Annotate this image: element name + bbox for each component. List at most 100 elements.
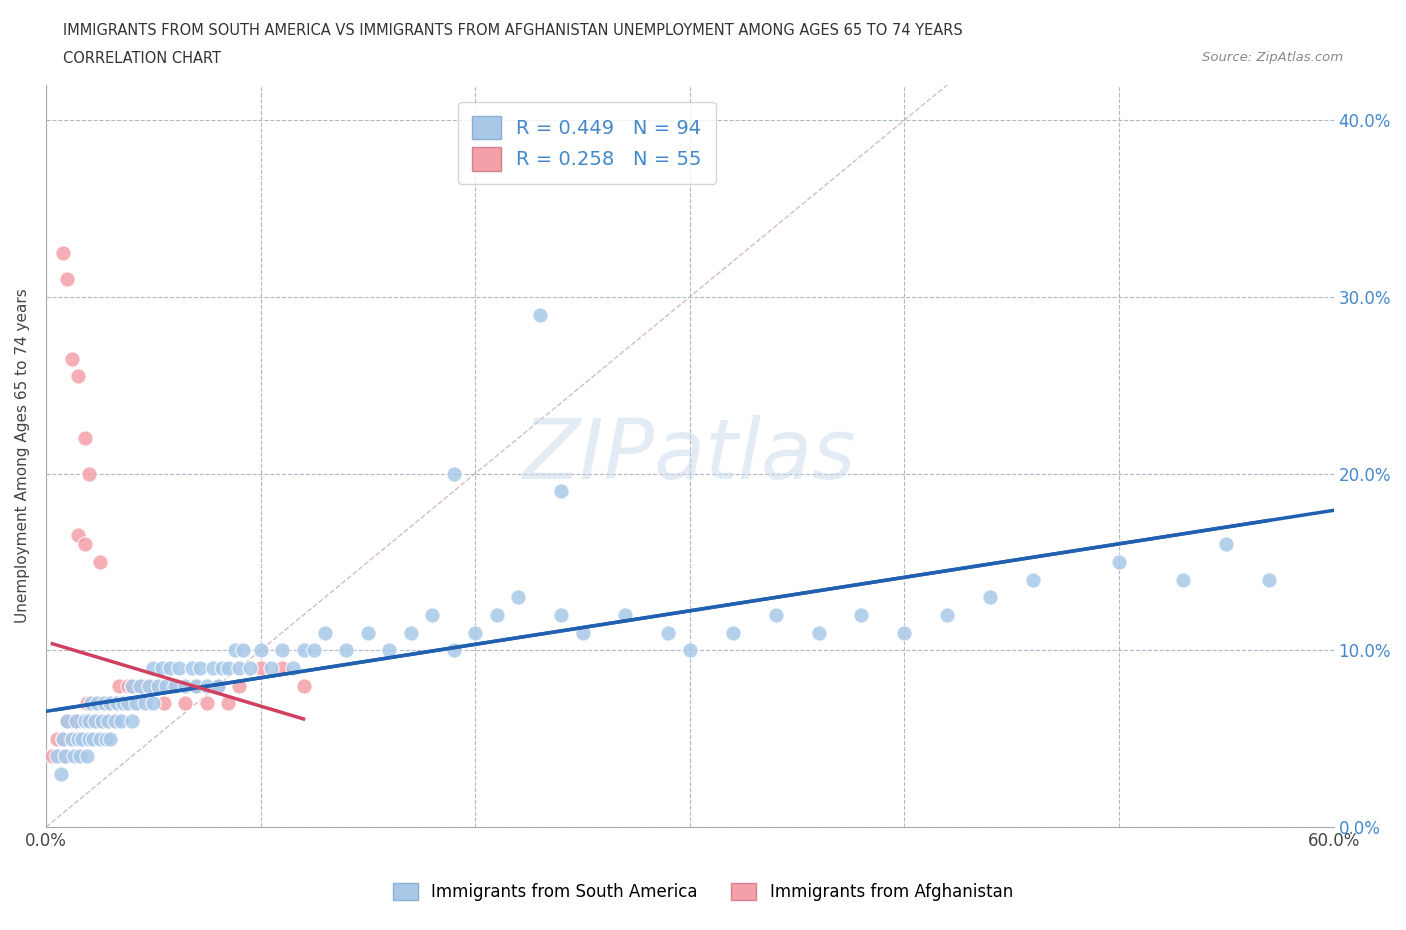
Point: [112, 696, 135, 711]
Point: [228, 678, 250, 693]
Point: [53, 749, 76, 764]
Point: [89, 696, 111, 711]
Point: [155, 678, 177, 693]
Point: [45, 731, 67, 746]
Point: [60, 731, 83, 746]
Point: [292, 643, 315, 658]
Point: [399, 625, 422, 640]
Point: [104, 713, 127, 728]
Point: [121, 713, 143, 728]
Point: [571, 625, 593, 640]
Point: [82, 731, 104, 746]
Point: [202, 660, 225, 675]
Point: [125, 696, 148, 711]
Point: [550, 607, 572, 622]
Point: [89, 731, 111, 746]
Point: [49, 766, 72, 781]
Point: [207, 678, 229, 693]
Point: [117, 696, 139, 711]
Point: [807, 625, 830, 640]
Point: [52, 731, 75, 746]
Point: [45, 749, 67, 764]
Point: [134, 696, 156, 711]
Point: [239, 660, 262, 675]
Point: [485, 607, 508, 622]
Point: [228, 660, 250, 675]
Point: [174, 696, 197, 711]
Point: [98, 696, 121, 711]
Point: [174, 678, 197, 693]
Point: [69, 713, 91, 728]
Point: [190, 660, 212, 675]
Point: [105, 696, 128, 711]
Point: [110, 696, 132, 711]
Point: [80, 696, 103, 711]
Point: [550, 484, 572, 498]
Point: [82, 713, 104, 728]
Legend: Immigrants from South America, Immigrants from Afghanistan: Immigrants from South America, Immigrant…: [387, 876, 1019, 908]
Point: [529, 307, 551, 322]
Point: [195, 696, 218, 711]
Point: [80, 696, 103, 711]
Text: IMMIGRANTS FROM SOUTH AMERICA VS IMMIGRANTS FROM AFGHANISTAN UNEMPLOYMENT AMONG : IMMIGRANTS FROM SOUTH AMERICA VS IMMIGRA…: [63, 23, 963, 38]
Point: [232, 643, 254, 658]
Point: [65, 713, 87, 728]
Point: [142, 678, 165, 693]
Point: [94, 713, 117, 728]
Text: CORRELATION CHART: CORRELATION CHART: [63, 51, 221, 66]
Point: [186, 678, 208, 693]
Point: [73, 713, 96, 728]
Point: [851, 607, 873, 622]
Point: [150, 660, 173, 675]
Point: [67, 731, 90, 746]
Point: [893, 625, 915, 640]
Point: [159, 660, 181, 675]
Point: [73, 431, 96, 445]
Point: [1173, 572, 1195, 587]
Point: [121, 678, 143, 693]
Point: [117, 678, 139, 693]
Point: [67, 731, 90, 746]
Point: [76, 696, 98, 711]
Legend: R = 0.449   N = 94, R = 0.258   N = 55: R = 0.449 N = 94, R = 0.258 N = 55: [458, 102, 716, 184]
Point: [97, 713, 120, 728]
Y-axis label: Unemployment Among Ages 65 to 74 years: Unemployment Among Ages 65 to 74 years: [15, 288, 30, 623]
Point: [217, 660, 239, 675]
Point: [84, 713, 107, 728]
Point: [56, 713, 79, 728]
Point: [125, 696, 148, 711]
Point: [67, 528, 90, 543]
Point: [72, 731, 94, 746]
Point: [249, 660, 271, 675]
Point: [1258, 572, 1281, 587]
Point: [105, 696, 128, 711]
Point: [63, 731, 86, 746]
Point: [53, 749, 76, 764]
Point: [77, 466, 100, 481]
Point: [131, 678, 153, 693]
Point: [41, 749, 63, 764]
Point: [163, 678, 186, 693]
Point: [443, 466, 465, 481]
Point: [98, 731, 121, 746]
Point: [679, 643, 702, 658]
Point: [508, 590, 530, 604]
Point: [52, 246, 75, 260]
Point: [121, 678, 143, 693]
Point: [1022, 572, 1045, 587]
Point: [108, 678, 131, 693]
Point: [224, 643, 246, 658]
Point: [73, 713, 96, 728]
Point: [77, 731, 100, 746]
Point: [936, 607, 959, 622]
Point: [52, 731, 75, 746]
Point: [77, 713, 100, 728]
Point: [271, 643, 294, 658]
Point: [271, 660, 294, 675]
Point: [1215, 537, 1237, 551]
Point: [49, 749, 72, 764]
Point: [90, 713, 112, 728]
Point: [101, 696, 124, 711]
Point: [260, 660, 283, 675]
Point: [84, 696, 107, 711]
